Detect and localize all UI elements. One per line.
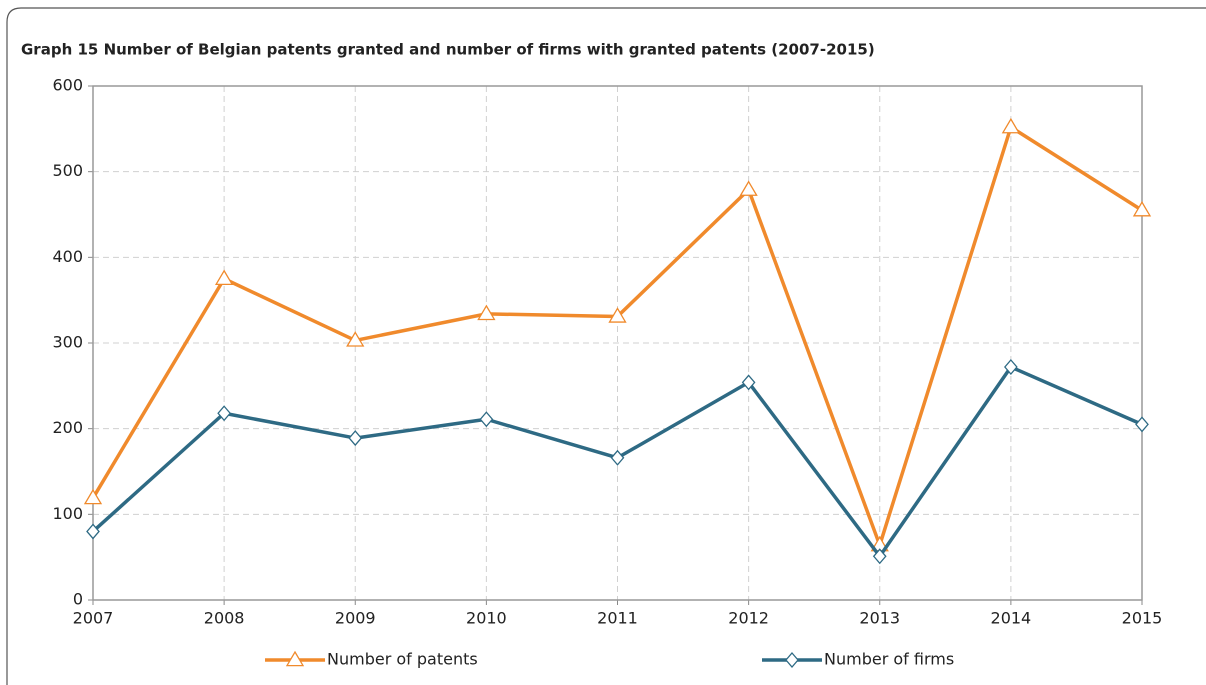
marker xyxy=(610,449,625,466)
marker xyxy=(785,652,799,668)
x-tick-label: 2009 xyxy=(335,609,376,628)
marker xyxy=(739,180,758,196)
y-tick-label: 0 xyxy=(73,590,83,609)
marker xyxy=(872,548,887,565)
marker xyxy=(608,307,627,323)
marker xyxy=(86,523,100,540)
y-tick-label: 500 xyxy=(52,161,83,180)
frame xyxy=(6,7,1206,685)
marker xyxy=(214,269,234,285)
x-tick-label: 2010 xyxy=(466,609,507,628)
y-tick-label: 400 xyxy=(52,247,83,266)
legend-label: Number of firms xyxy=(824,650,954,669)
x-tick-label: 2013 xyxy=(859,609,900,628)
x-tick-label: 2011 xyxy=(597,609,638,628)
marker xyxy=(346,331,365,347)
chart-title: Graph 15 Number of Belgian patents grant… xyxy=(21,41,875,59)
marker xyxy=(285,650,305,667)
y-tick-label: 100 xyxy=(52,504,83,523)
marker xyxy=(1004,358,1018,375)
x-tick-label: 2014 xyxy=(991,609,1032,628)
marker xyxy=(741,374,756,391)
marker xyxy=(479,411,494,428)
x-tick-label: 2007 xyxy=(73,609,114,628)
marker xyxy=(83,488,103,505)
marker xyxy=(1135,416,1149,433)
x-tick-label: 2012 xyxy=(728,609,769,628)
marker xyxy=(1001,117,1021,134)
plot-frame xyxy=(92,85,1143,601)
marker xyxy=(348,430,363,447)
x-tick-label: 2008 xyxy=(204,609,245,628)
y-tick-label: 200 xyxy=(52,418,83,437)
legend-label: Number of patents xyxy=(327,650,478,669)
x-tick-label: 2015 xyxy=(1122,609,1163,628)
marker xyxy=(217,405,231,422)
marker xyxy=(477,304,496,321)
marker xyxy=(1132,200,1152,217)
y-tick-label: 300 xyxy=(52,333,83,352)
y-tick-label: 600 xyxy=(52,76,83,95)
